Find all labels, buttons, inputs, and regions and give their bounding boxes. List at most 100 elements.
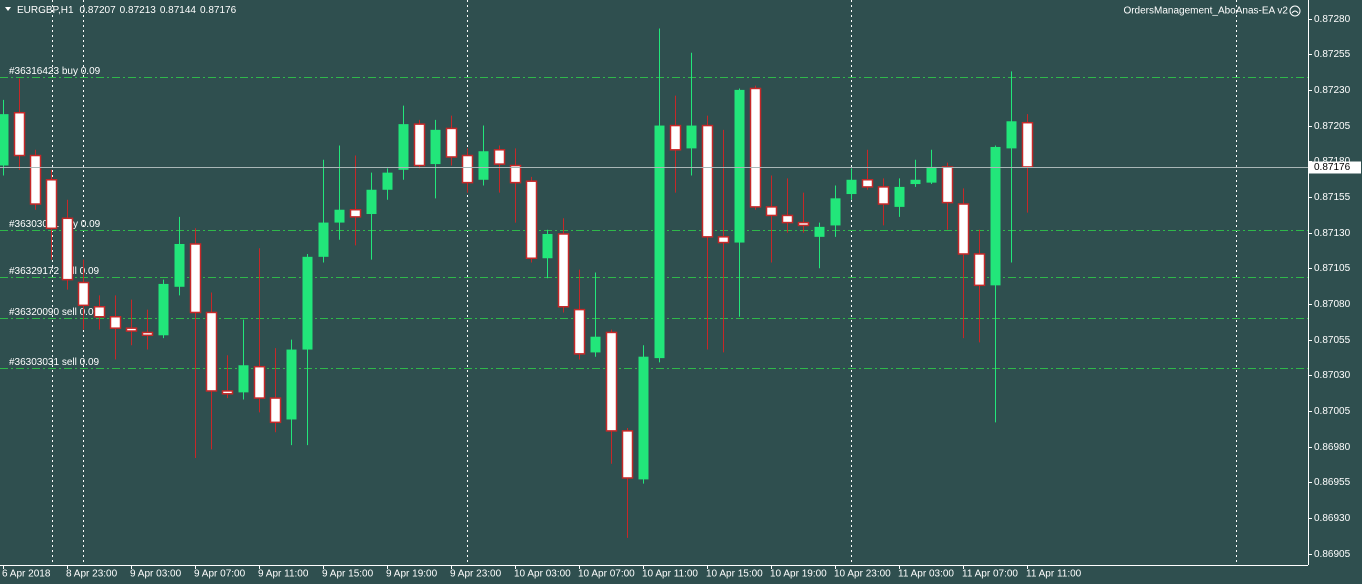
- x-tick-label: 9 Apr 07:00: [194, 569, 246, 580]
- candle-body: [894, 186, 905, 207]
- x-tick-label: 9 Apr 15:00: [322, 569, 374, 580]
- candle-body: [605, 331, 618, 432]
- candle-body: [174, 243, 185, 287]
- y-tick-label: 0.87055: [1314, 335, 1351, 346]
- candle-body: [686, 125, 697, 149]
- candle-body: [654, 125, 665, 359]
- candle-body: [93, 306, 106, 318]
- candle-body: [1006, 121, 1017, 149]
- x-tick-label: 6 Apr 2018: [2, 569, 51, 580]
- symbol: EURGBP,H1: [17, 5, 74, 16]
- candle-body: [717, 236, 730, 244]
- candle-body: [125, 327, 138, 332]
- low-price: 0.87144: [160, 5, 197, 16]
- period-separators: [52, 0, 1237, 565]
- menu-triangle[interactable]: [5, 7, 11, 11]
- candle-body: [302, 256, 313, 350]
- candle-body: [638, 356, 649, 480]
- y-tick-label: 0.86955: [1314, 477, 1351, 488]
- order-label: #36316423 buy 0.09: [9, 66, 101, 77]
- x-tick-label: 10 Apr 23:00: [834, 569, 891, 580]
- candle-body: [493, 149, 506, 165]
- y-tick-label: 0.87255: [1314, 49, 1351, 60]
- candle-body: [141, 331, 154, 337]
- order-label: #36329172 sell 0.09: [9, 266, 100, 277]
- candle-body: [478, 151, 489, 180]
- candle-body: [669, 124, 682, 151]
- candle-body: [221, 390, 234, 395]
- candle-body: [349, 208, 362, 218]
- y-tick-label: 0.86905: [1314, 549, 1351, 560]
- y-tick-label: 0.87030: [1314, 370, 1351, 381]
- candle-body: [286, 349, 297, 420]
- candle-body: [573, 308, 586, 355]
- expert-icon[interactable]: [1289, 5, 1301, 17]
- order-label: #36320090 sell 0.09: [9, 307, 100, 318]
- candle-body: [158, 283, 169, 336]
- candle-body: [910, 179, 921, 185]
- candle-body: [13, 111, 26, 157]
- icon-mouth: [1291, 10, 1299, 14]
- candle-body: [0, 114, 9, 166]
- x-tick-label: 10 Apr 11:00: [642, 569, 698, 580]
- x-tick-label: 10 Apr 03:00: [514, 569, 571, 580]
- candle-body: [318, 222, 329, 257]
- x-tick-label: 10 Apr 19:00: [770, 569, 827, 580]
- candle-body: [269, 397, 282, 424]
- x-tick-label: 8 Apr 23:00: [66, 569, 118, 580]
- y-tick-label: 0.87130: [1314, 228, 1351, 239]
- candle-body: [398, 124, 409, 170]
- candle-body: [382, 172, 393, 190]
- x-tick-label: 11 Apr 11:00: [1026, 569, 1082, 580]
- candle-body: [45, 179, 58, 230]
- candle-body: [461, 154, 474, 184]
- x-tick-label: 9 Apr 03:00: [130, 569, 182, 580]
- x-tick-label: 11 Apr 07:00: [962, 569, 1018, 580]
- candle-body: [749, 87, 762, 208]
- header: EURGBP,H1 0.87207 0.87213 0.87144 0.87176: [17, 5, 237, 16]
- candle-body: [205, 311, 218, 392]
- candle-body: [941, 166, 954, 204]
- candle-body: [238, 365, 249, 393]
- y-tick-label: 0.86980: [1314, 442, 1351, 453]
- y-tick-label: 0.87080: [1314, 299, 1351, 310]
- x-tick-label: 10 Apr 07:00: [578, 569, 635, 580]
- candle-body: [701, 124, 714, 238]
- high-price: 0.87213: [120, 5, 157, 16]
- candle-body: [413, 123, 426, 167]
- candle-body: [734, 89, 745, 243]
- candle-body: [621, 430, 634, 479]
- x-tick-label: 9 Apr 11:00: [258, 569, 309, 580]
- y-tick-label: 0.86930: [1314, 513, 1351, 524]
- candle-body: [861, 179, 874, 188]
- y-tick-label: 0.87230: [1314, 85, 1351, 96]
- open-price: 0.87207: [80, 5, 117, 16]
- icon-circle: [1289, 5, 1301, 17]
- candle-body: [77, 281, 90, 307]
- candle-body: [109, 315, 122, 329]
- y-tick-label: 0.87105: [1314, 263, 1351, 274]
- candle-body: [830, 198, 841, 226]
- candle-body: [366, 189, 377, 215]
- candle-body: [957, 203, 970, 255]
- y-tick-label: 0.87155: [1314, 192, 1351, 203]
- candle-body: [846, 179, 857, 195]
- candle-body: [542, 233, 553, 259]
- candle-body: [990, 146, 1001, 286]
- candle-body: [1021, 121, 1034, 168]
- candle-body: [509, 164, 522, 184]
- y-tick-label: 0.87005: [1314, 406, 1351, 417]
- candle-body: [61, 217, 74, 281]
- y-tick-label: 0.87205: [1314, 121, 1351, 132]
- x-tick-label: 11 Apr 03:00: [898, 569, 954, 580]
- candle-body: [765, 206, 778, 217]
- candle-body: [525, 180, 538, 259]
- candle-body: [781, 214, 794, 224]
- candle-body: [590, 336, 601, 353]
- candle-body: [877, 186, 890, 205]
- current-price-box: [1309, 161, 1361, 174]
- candle-body: [926, 166, 937, 183]
- close-price: 0.87176: [200, 5, 237, 16]
- candle-body: [334, 209, 345, 223]
